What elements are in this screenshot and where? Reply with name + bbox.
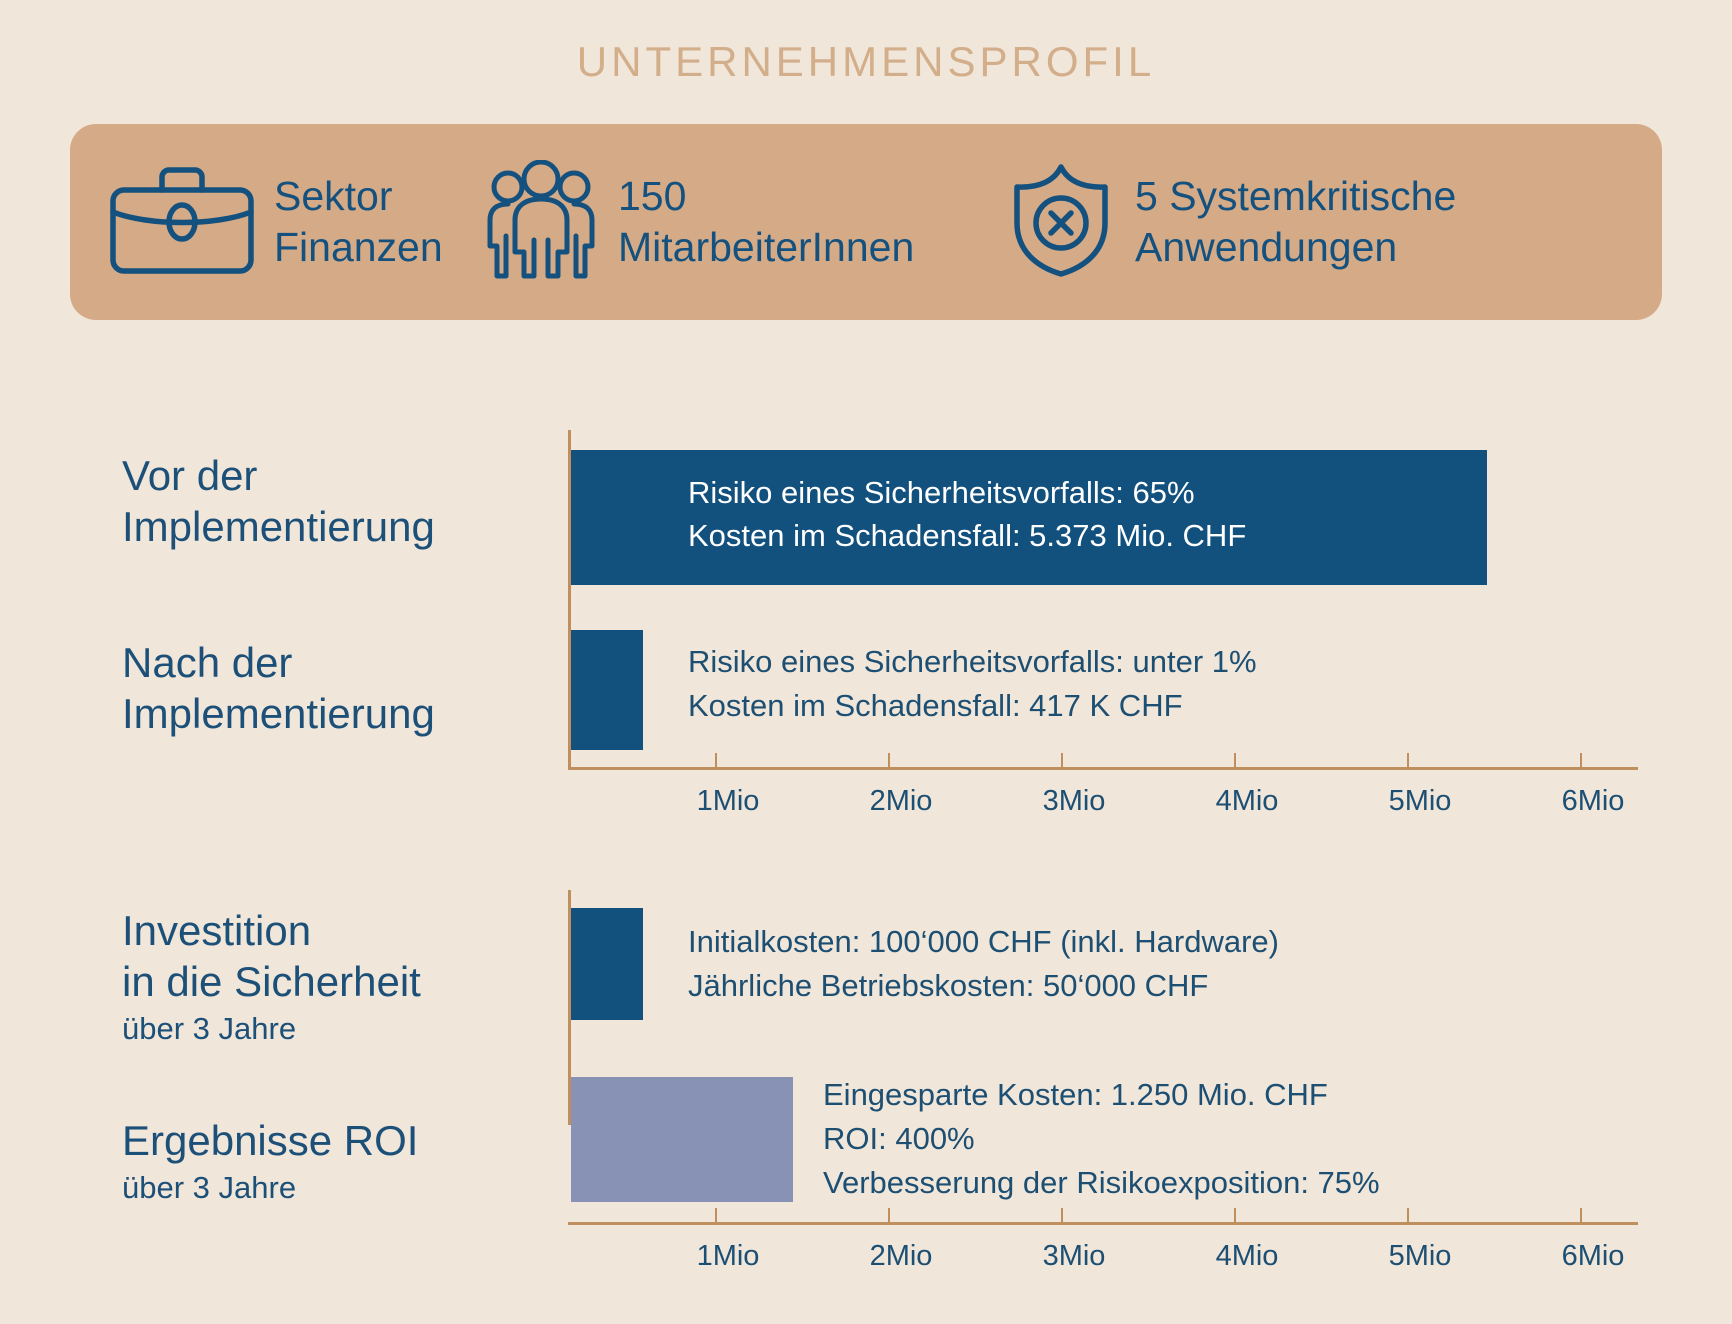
row-label-roi-line1: Ergebnisse ROI <box>122 1117 419 1164</box>
bar-before-implementation-labels: Risiko eines Sicherheitsvorfalls: 65% Ko… <box>688 472 1246 558</box>
row-label-investment-line1: Investition <box>122 907 312 954</box>
bar-roi-line-2: ROI: 400% <box>823 1121 975 1157</box>
bar-roi <box>571 1077 793 1202</box>
chart1-tick-mark-4 <box>1234 753 1236 767</box>
chart1-tick-label-3: 3Mio <box>1042 785 1106 817</box>
profile-item-sector-line2: Finanzen <box>274 224 443 270</box>
bar-investment-labels: Initialkosten: 100‘000 CHF (inkl. Hardwa… <box>688 920 1279 1008</box>
row-label-investment-sub: über 3 Jahre <box>122 1011 297 1047</box>
bar-roi-line-1: Eingesparte Kosten: 1.250 Mio. CHF <box>823 1077 1328 1112</box>
row-label-before-line1: Vor der <box>122 452 258 499</box>
profile-item-employees-text: 150 MitarbeiterInnen <box>618 171 914 274</box>
profile-item-critical-apps-line1: 5 Systemkritische <box>1135 172 1457 219</box>
chart1-x-axis <box>568 767 1638 770</box>
bar-after-implementation <box>571 630 643 750</box>
bar-roi-line-3: Verbesserung der Risikoexposition: 75% <box>823 1165 1380 1201</box>
row-label-roi-sub: über 3 Jahre <box>122 1170 297 1206</box>
profile-item-critical-apps-text: 5 Systemkritische Anwendungen <box>1135 171 1456 274</box>
bar-before-line-1: Risiko eines Sicherheitsvorfalls: 65% <box>688 475 1195 510</box>
bar-investment-line-2: Jährliche Betriebskosten: 50‘000 CHF <box>688 968 1209 1004</box>
chart2-tick-mark-6 <box>1580 1208 1582 1222</box>
profile-item-employees: 150 MitarbeiterInnen <box>482 159 914 285</box>
chart1-y-axis <box>568 430 571 770</box>
chart1-tick-mark-1 <box>715 753 717 767</box>
profile-item-sector-line1: Sektor <box>274 172 393 219</box>
bar-after-implementation-labels: Risiko eines Sicherheitsvorfalls: unter … <box>688 640 1257 728</box>
chart2-tick-label-1: 1Mio <box>696 1240 760 1272</box>
page-title: UNTERNEHMENSPROFIL <box>576 38 1156 85</box>
chart1-tick-mark-2 <box>888 753 890 767</box>
profile-item-employees-line1: 150 <box>618 172 687 219</box>
row-label-after-line2: Implementierung <box>122 690 435 738</box>
chart1-tick-label-1: 1Mio <box>696 785 760 817</box>
chart2-x-axis <box>568 1222 1638 1225</box>
bar-investment <box>571 908 643 1020</box>
chart1-tick-label-2: 2Mio <box>869 785 933 817</box>
row-label-investment: Investition in die Sicherheit über 3 Jah… <box>122 905 421 1050</box>
profile-item-employees-line2: MitarbeiterInnen <box>618 224 915 270</box>
profile-item-critical-apps: 5 Systemkritische Anwendungen <box>1005 161 1456 284</box>
chart2-tick-mark-5 <box>1407 1208 1409 1222</box>
bar-after-line-1: Risiko eines Sicherheitsvorfalls: unter … <box>688 644 1257 679</box>
chart2-tick-mark-2 <box>888 1208 890 1222</box>
profile-item-sector-text: Sektor Finanzen <box>274 171 443 274</box>
chart2-tick-label-2: 2Mio <box>869 1240 933 1272</box>
chart1-tick-label-6: 6Mio <box>1561 785 1625 817</box>
row-label-before-implementation: Vor der Implementierung <box>122 450 435 552</box>
chart1-tick-mark-3 <box>1061 753 1063 767</box>
chart2-tick-mark-4 <box>1234 1208 1236 1222</box>
bar-before-line-2: Kosten im Schadensfall: 5.373 Mio. CHF <box>688 517 1247 553</box>
chart2-tick-label-3: 3Mio <box>1042 1240 1106 1272</box>
chart1-tick-label-4: 4Mio <box>1215 785 1279 817</box>
row-label-roi: Ergebnisse ROI über 3 Jahre <box>122 1115 418 1209</box>
people-group-icon <box>482 159 600 285</box>
profile-item-critical-apps-line2: Anwendungen <box>1135 224 1398 270</box>
bar-roi-labels: Eingesparte Kosten: 1.250 Mio. CHF ROI: … <box>823 1073 1380 1205</box>
chart-implementation-comparison: Risiko eines Sicherheitsvorfalls: 65% Ko… <box>568 430 1638 817</box>
row-label-investment-line2: in die Sicherheit <box>122 958 421 1006</box>
bar-after-line-2: Kosten im Schadensfall: 417 K CHF <box>688 688 1183 724</box>
chart1-tick-mark-5 <box>1407 753 1409 767</box>
chart2-tick-label-4: 4Mio <box>1215 1240 1279 1272</box>
chart1-tick-mark-6 <box>1580 753 1582 767</box>
row-label-after-line1: Nach der <box>122 639 293 686</box>
bar-investment-line-1: Initialkosten: 100‘000 CHF (inkl. Hardwa… <box>688 924 1279 959</box>
chart2-tick-label-6: 6Mio <box>1561 1240 1625 1272</box>
chart2-tick-label-5: 5Mio <box>1388 1240 1452 1272</box>
chart1-tick-label-5: 5Mio <box>1388 785 1452 817</box>
profile-item-sector: Sektor Finanzen <box>108 164 443 281</box>
chart2-tick-mark-3 <box>1061 1208 1063 1222</box>
shield-alert-icon <box>1005 161 1117 284</box>
row-label-before-line2: Implementierung <box>122 503 435 551</box>
bar-before-implementation <box>571 450 1487 585</box>
chart-investment-roi: Initialkosten: 100‘000 CHF (inkl. Hardwa… <box>568 890 1638 1272</box>
chart2-y-axis <box>568 890 571 1125</box>
row-label-after-implementation: Nach der Implementierung <box>122 637 435 739</box>
briefcase-icon <box>108 164 256 281</box>
chart2-tick-mark-1 <box>715 1208 717 1222</box>
company-profile-band: Sektor Finanzen 150 MitarbeiterInnen <box>70 124 1662 320</box>
